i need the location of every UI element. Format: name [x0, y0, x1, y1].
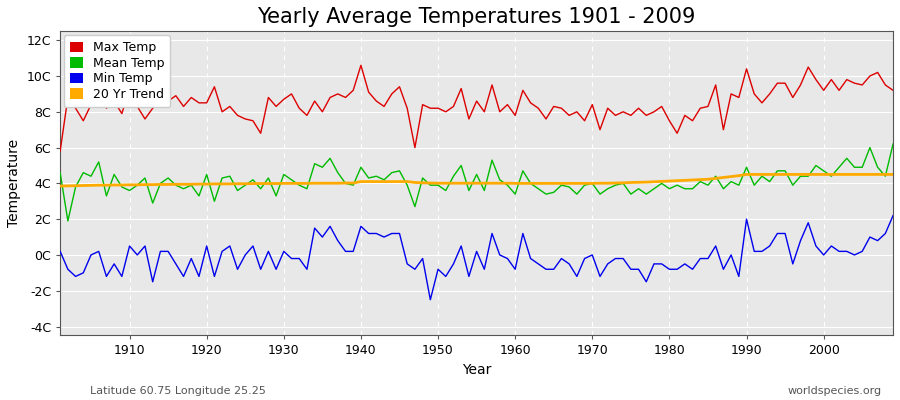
Text: Latitude 60.75 Longitude 25.25: Latitude 60.75 Longitude 25.25: [90, 386, 266, 396]
X-axis label: Year: Year: [462, 363, 491, 377]
Legend: Max Temp, Mean Temp, Min Temp, 20 Yr Trend: Max Temp, Mean Temp, Min Temp, 20 Yr Tre…: [64, 35, 170, 107]
Text: worldspecies.org: worldspecies.org: [788, 386, 882, 396]
Title: Yearly Average Temperatures 1901 - 2009: Yearly Average Temperatures 1901 - 2009: [257, 7, 696, 27]
Y-axis label: Temperature: Temperature: [7, 139, 21, 228]
